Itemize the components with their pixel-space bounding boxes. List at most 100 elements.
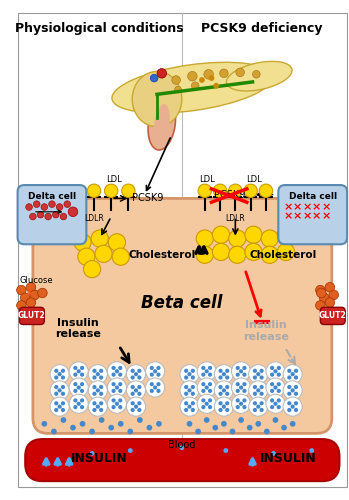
Circle shape <box>111 389 116 393</box>
Circle shape <box>131 408 135 412</box>
Circle shape <box>26 204 32 210</box>
Circle shape <box>70 425 76 430</box>
Circle shape <box>80 421 86 426</box>
Circle shape <box>253 392 257 396</box>
Circle shape <box>225 401 229 406</box>
Circle shape <box>218 368 223 373</box>
Circle shape <box>256 404 260 408</box>
Circle shape <box>277 372 281 376</box>
Circle shape <box>270 382 274 386</box>
Circle shape <box>229 246 246 264</box>
Circle shape <box>54 376 58 380</box>
Circle shape <box>213 244 230 260</box>
Circle shape <box>83 260 101 278</box>
Circle shape <box>89 428 95 434</box>
Circle shape <box>201 398 206 402</box>
Circle shape <box>122 184 135 198</box>
Circle shape <box>126 381 146 400</box>
Circle shape <box>319 293 329 302</box>
Circle shape <box>61 385 65 389</box>
Circle shape <box>157 68 166 78</box>
Circle shape <box>131 368 135 373</box>
Circle shape <box>26 298 36 308</box>
Circle shape <box>294 376 298 380</box>
Circle shape <box>49 201 55 207</box>
Circle shape <box>270 405 274 409</box>
Circle shape <box>99 376 103 380</box>
Circle shape <box>78 248 95 266</box>
Circle shape <box>61 392 65 396</box>
FancyBboxPatch shape <box>278 185 347 244</box>
Circle shape <box>225 368 229 373</box>
Circle shape <box>214 397 233 416</box>
Text: PCSK9: PCSK9 <box>214 190 246 200</box>
Circle shape <box>244 184 257 198</box>
Circle shape <box>115 402 119 406</box>
Circle shape <box>96 388 100 392</box>
Circle shape <box>245 226 262 244</box>
Circle shape <box>231 362 251 381</box>
Circle shape <box>60 213 67 220</box>
Circle shape <box>153 386 157 390</box>
Circle shape <box>201 366 206 370</box>
Circle shape <box>111 405 116 409</box>
Circle shape <box>287 385 291 389</box>
Circle shape <box>99 408 103 412</box>
Circle shape <box>126 364 146 384</box>
Circle shape <box>225 408 229 412</box>
Circle shape <box>137 385 141 389</box>
Circle shape <box>230 428 235 434</box>
Circle shape <box>223 448 228 453</box>
Circle shape <box>236 382 240 386</box>
Circle shape <box>271 451 276 456</box>
Circle shape <box>260 368 264 373</box>
Circle shape <box>231 378 251 397</box>
Circle shape <box>150 366 154 370</box>
Circle shape <box>54 392 58 396</box>
Circle shape <box>225 392 229 396</box>
Circle shape <box>61 417 66 423</box>
Circle shape <box>191 392 195 396</box>
Circle shape <box>191 385 195 389</box>
Circle shape <box>283 397 302 416</box>
Circle shape <box>56 204 63 210</box>
Circle shape <box>249 381 268 400</box>
Circle shape <box>188 72 197 81</box>
Circle shape <box>270 398 274 402</box>
Circle shape <box>218 408 223 412</box>
Circle shape <box>147 425 152 430</box>
Circle shape <box>88 381 107 400</box>
Circle shape <box>99 401 103 406</box>
Circle shape <box>191 368 195 373</box>
Circle shape <box>73 398 77 402</box>
Text: LDL: LDL <box>199 175 215 184</box>
Circle shape <box>118 421 124 426</box>
Circle shape <box>287 408 291 412</box>
Circle shape <box>73 372 77 376</box>
Circle shape <box>270 372 274 376</box>
Circle shape <box>266 362 285 381</box>
Circle shape <box>131 401 135 406</box>
Circle shape <box>111 398 116 402</box>
Circle shape <box>73 389 77 393</box>
Circle shape <box>187 404 192 408</box>
Circle shape <box>253 368 257 373</box>
Circle shape <box>61 368 65 373</box>
Text: PCSK9: PCSK9 <box>132 194 164 203</box>
Circle shape <box>247 425 253 430</box>
Circle shape <box>131 376 135 380</box>
Circle shape <box>249 364 268 384</box>
Circle shape <box>77 369 81 374</box>
Circle shape <box>150 74 158 82</box>
Circle shape <box>266 394 285 413</box>
Circle shape <box>137 408 141 412</box>
Circle shape <box>266 378 285 397</box>
Circle shape <box>287 368 291 373</box>
Circle shape <box>38 288 47 298</box>
Text: Cholesterol: Cholesterol <box>250 250 317 260</box>
Circle shape <box>261 246 278 264</box>
Circle shape <box>184 368 188 373</box>
Text: PCSK9 deficiency: PCSK9 deficiency <box>201 22 323 35</box>
Ellipse shape <box>112 62 273 113</box>
Circle shape <box>191 408 195 412</box>
